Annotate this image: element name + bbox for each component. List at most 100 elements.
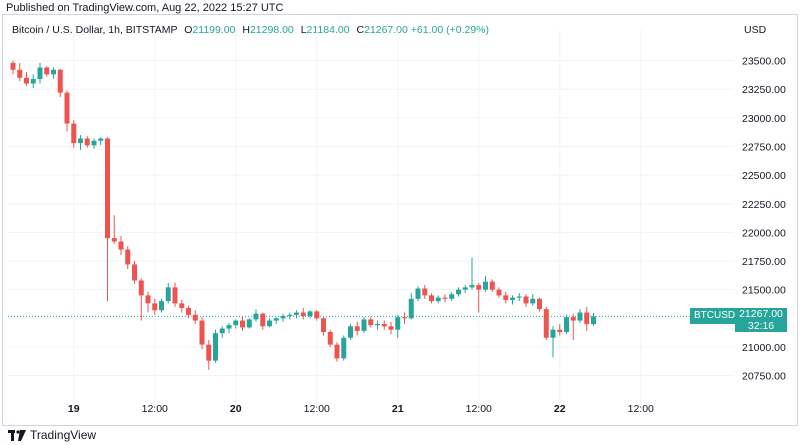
candle-body — [334, 344, 340, 359]
candle — [44, 66, 50, 77]
x-tick-label: 21 — [392, 403, 404, 415]
candle — [314, 310, 320, 321]
candle-body — [132, 264, 137, 281]
candle-body — [354, 326, 360, 331]
candle — [246, 318, 252, 329]
candle-body — [71, 123, 77, 144]
candle — [219, 326, 225, 338]
candle — [111, 215, 117, 244]
y-axis: 20750.0021000.0021250.0021500.0021750.00… — [742, 56, 786, 383]
candle — [570, 313, 576, 341]
candle — [294, 310, 299, 319]
candle — [280, 313, 286, 322]
candle-body — [368, 319, 374, 326]
candle — [449, 291, 455, 302]
candle — [334, 342, 340, 362]
low-label: L — [300, 24, 307, 36]
candle — [300, 307, 306, 320]
candle-body — [98, 138, 104, 141]
candle-body — [179, 303, 185, 308]
candle — [10, 60, 16, 75]
candle-body — [159, 301, 164, 311]
candle-body — [321, 318, 326, 333]
candle — [105, 137, 110, 302]
candle-body — [78, 138, 83, 144]
candle — [253, 309, 259, 322]
candle-body — [267, 320, 272, 327]
candle — [489, 279, 495, 292]
candle — [381, 320, 387, 330]
candle — [321, 317, 326, 336]
candle — [145, 291, 151, 313]
candle-body — [415, 288, 421, 299]
candle — [577, 309, 583, 323]
footer-brand[interactable]: TradingView — [8, 428, 96, 442]
high-label: H — [242, 24, 250, 36]
candle-body — [422, 288, 428, 296]
candle-body — [273, 318, 279, 321]
candle-body — [105, 138, 110, 239]
candle-body — [260, 313, 266, 327]
close-label: C — [356, 24, 365, 36]
candle — [375, 320, 380, 330]
candle — [496, 287, 502, 298]
candle — [307, 310, 313, 319]
candle-body — [557, 329, 563, 333]
candle-body — [125, 249, 131, 265]
candle — [462, 285, 468, 294]
candle-body — [199, 320, 205, 345]
brand-name: TradingView — [30, 428, 97, 442]
candle-body — [172, 287, 178, 304]
candle — [172, 282, 178, 307]
candle — [523, 294, 529, 307]
candle — [30, 74, 36, 89]
candle-body — [435, 297, 441, 302]
high-value: 21298.00 — [249, 24, 294, 36]
candle — [530, 294, 536, 306]
x-tick-label: 22 — [554, 403, 566, 415]
candle — [557, 324, 563, 336]
candle-body — [375, 324, 380, 326]
candles — [10, 60, 596, 370]
candle-body — [543, 309, 549, 338]
candle — [186, 305, 191, 319]
candle — [503, 291, 509, 304]
grid-lines — [8, 30, 734, 405]
candle — [287, 312, 293, 320]
candle — [64, 90, 70, 132]
candle-body — [192, 314, 198, 321]
candle-body — [253, 313, 259, 320]
candle — [415, 286, 421, 302]
candle-body — [226, 325, 232, 329]
candle-body — [429, 295, 434, 302]
candle — [591, 312, 596, 326]
candle-body — [381, 324, 387, 327]
candle-body — [462, 287, 468, 290]
x-tick-label: 20 — [230, 403, 242, 415]
x-tick-label: 19 — [68, 403, 80, 415]
candle-body — [496, 289, 502, 296]
candle — [199, 317, 205, 350]
candle-body — [111, 238, 117, 242]
candle — [165, 282, 171, 304]
candle — [483, 275, 488, 292]
candle — [476, 282, 482, 313]
candle — [584, 306, 590, 331]
candle-body — [327, 332, 333, 345]
candle-body — [280, 315, 286, 319]
candle-body — [577, 312, 583, 321]
candle — [84, 136, 90, 148]
candle — [388, 321, 394, 335]
x-tick-label: 12:00 — [466, 403, 492, 415]
candle-body — [476, 285, 482, 290]
x-tick-label: 12:00 — [142, 403, 168, 415]
candle-body — [186, 307, 191, 315]
candle — [57, 68, 63, 98]
candle-body — [145, 295, 151, 304]
candle-body — [348, 326, 353, 338]
y-tick-label: 23000.00 — [742, 113, 786, 125]
x-axis: 19 12:00 20 12:00 21 12:00 22 12:00 — [68, 403, 654, 415]
candle-body — [91, 140, 97, 146]
candle-body — [307, 311, 313, 316]
